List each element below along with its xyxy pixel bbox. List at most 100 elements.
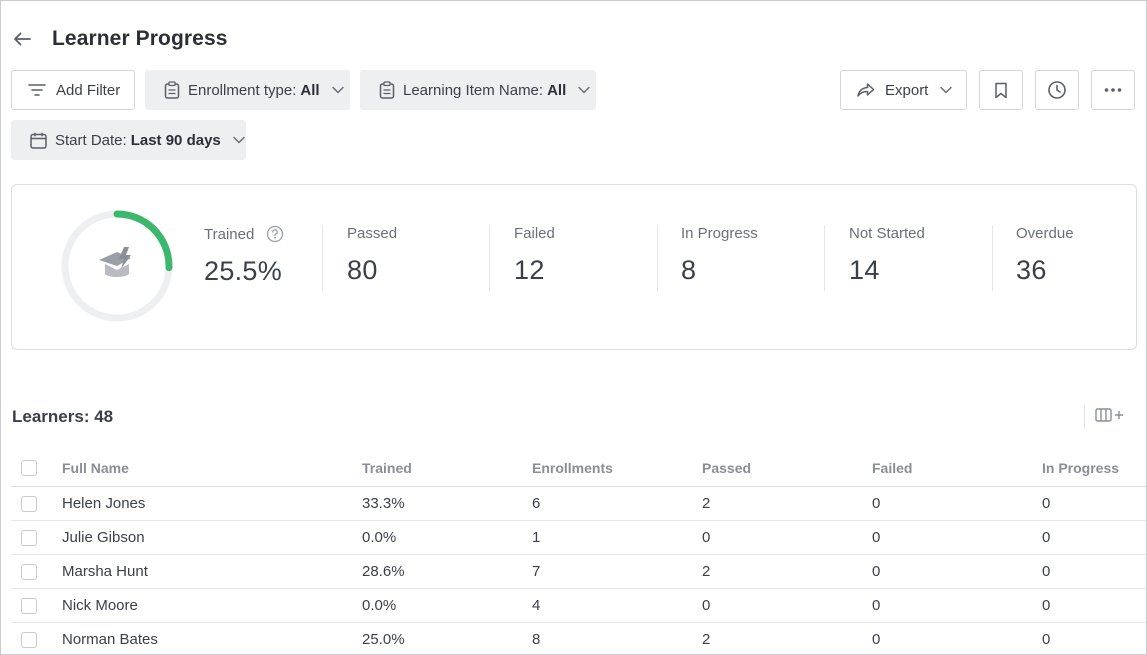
- stat-divider: [992, 225, 993, 291]
- cell-failed: 0: [872, 631, 881, 648]
- stat-divider: [824, 225, 825, 291]
- cell-failed: 0: [872, 529, 881, 546]
- column-header-failed[interactable]: Failed: [872, 459, 913, 476]
- graduation-cap-icon: [95, 244, 139, 293]
- cell-full-name[interactable]: Helen Jones: [62, 495, 146, 512]
- stat-passed: Passed 80: [347, 225, 397, 291]
- chevron-down-icon: [331, 86, 344, 94]
- stat-label: In Progress: [681, 225, 758, 242]
- cell-failed: 0: [872, 563, 881, 580]
- cell-passed: 2: [702, 563, 711, 580]
- stat-in-progress: In Progress 8: [681, 225, 758, 291]
- cell-in-progress: 0: [1042, 495, 1051, 512]
- column-header-trained[interactable]: Trained: [362, 459, 412, 476]
- cell-enrollments: 4: [532, 597, 541, 614]
- row-checkbox[interactable]: [21, 631, 37, 648]
- start-date-label: Start Date:: [55, 131, 127, 149]
- summary-card: Trained 25.5% Passed 80 Failed 12 In Progress 8…: [11, 184, 1137, 350]
- add-filter-label: Add Filter: [56, 81, 121, 99]
- page-header: Learner Progress: [11, 25, 228, 53]
- column-header-enrollments[interactable]: Enrollments: [532, 459, 613, 476]
- cell-trained: 0.0%: [362, 597, 397, 614]
- share-arrow-icon: [857, 82, 875, 98]
- trained-progress-ring: [60, 209, 174, 323]
- export-button[interactable]: Export: [840, 70, 967, 110]
- cell-full-name[interactable]: Nick Moore: [62, 597, 138, 614]
- clipboard-icon: [164, 81, 180, 99]
- history-button[interactable]: [1035, 70, 1079, 110]
- stat-divider: [489, 225, 490, 291]
- learners-count-title: Learners: 48: [12, 407, 114, 426]
- cell-failed: 0: [872, 495, 881, 512]
- clipboard-icon: [379, 81, 395, 99]
- page-title: Learner Progress: [52, 27, 228, 50]
- row-checkbox[interactable]: [21, 563, 37, 580]
- stat-label: Not Started: [849, 225, 925, 242]
- chevron-down-icon: [233, 136, 245, 144]
- stat-label: Passed: [347, 225, 398, 242]
- learners-table: Full Name Trained Enrollments Passed Failed I…: [11, 449, 1146, 654]
- row-checkbox[interactable]: [21, 597, 37, 614]
- learning-item-value: All: [547, 81, 567, 99]
- cell-trained: 25.0%: [362, 631, 405, 648]
- more-options-button[interactable]: [1091, 70, 1135, 110]
- column-header-in-progress[interactable]: In Progress: [1042, 459, 1120, 476]
- more-dots-icon: [1104, 88, 1122, 92]
- enrollment-type-filter[interactable]: Enrollment type: All: [145, 70, 350, 110]
- cell-in-progress: 0: [1042, 563, 1051, 580]
- cell-trained: 28.6%: [362, 563, 405, 580]
- stat-value: 14: [849, 255, 880, 285]
- help-circle-icon[interactable]: [266, 225, 284, 243]
- row-select-cell: [21, 555, 37, 588]
- cell-in-progress: 0: [1042, 631, 1051, 648]
- table-row[interactable]: Nick Moore 0.0% 4 0 0 0: [11, 589, 1146, 623]
- learning-item-filter[interactable]: Learning Item Name: All: [360, 70, 596, 110]
- cell-full-name[interactable]: Julie Gibson: [62, 529, 145, 546]
- table-row[interactable]: Norman Bates 25.0% 8 2 0 0: [11, 623, 1146, 654]
- start-date-value: Last 90 days: [130, 131, 221, 149]
- stat-value: 80: [347, 255, 378, 285]
- stat-label: Failed: [514, 225, 555, 242]
- cell-enrollments: 1: [532, 529, 541, 546]
- bookmark-icon: [994, 82, 1008, 99]
- cell-enrollments: 7: [532, 563, 541, 580]
- row-select-cell: [21, 623, 37, 654]
- add-filter-button[interactable]: Add Filter: [11, 70, 135, 110]
- enrollment-type-value: All: [300, 81, 320, 99]
- stat-not-started: Not Started 14: [849, 225, 925, 291]
- stat-failed: Failed 12: [514, 225, 555, 291]
- column-settings-button[interactable]: [1084, 405, 1128, 429]
- export-label: Export: [885, 81, 929, 99]
- back-arrow-icon[interactable]: [11, 28, 33, 50]
- stat-value: 36: [1016, 255, 1047, 285]
- row-checkbox[interactable]: [21, 529, 37, 546]
- table-row[interactable]: Julie Gibson 0.0% 1 0 0 0: [11, 521, 1146, 555]
- cell-enrollments: 8: [532, 631, 541, 648]
- select-all-cell: [21, 449, 37, 486]
- table-row[interactable]: Helen Jones 33.3% 6 2 0 0: [11, 487, 1146, 521]
- chevron-down-icon: [578, 86, 590, 94]
- bookmark-button[interactable]: [979, 70, 1023, 110]
- cell-full-name[interactable]: Norman Bates: [62, 631, 158, 648]
- column-header-full-name[interactable]: Full Name: [62, 459, 129, 476]
- stat-value: 12: [514, 255, 545, 285]
- select-all-checkbox[interactable]: [21, 459, 37, 476]
- cell-full-name[interactable]: Marsha Hunt: [62, 563, 148, 580]
- row-checkbox[interactable]: [21, 495, 37, 512]
- columns-add-icon: [1095, 407, 1125, 428]
- table-header-row: Full Name Trained Enrollments Passed Failed I…: [11, 449, 1146, 487]
- cell-trained: 33.3%: [362, 495, 405, 512]
- table-row[interactable]: Marsha Hunt 28.6% 7 2 0 0: [11, 555, 1146, 589]
- row-select-cell: [21, 589, 37, 622]
- stat-divider: [657, 225, 658, 291]
- start-date-filter[interactable]: Start Date: Last 90 days: [11, 120, 246, 160]
- learning-item-label: Learning Item Name:: [403, 81, 544, 99]
- chevron-down-icon: [940, 86, 953, 94]
- cell-passed: 2: [702, 631, 711, 648]
- column-header-passed[interactable]: Passed: [702, 459, 752, 476]
- calendar-icon: [30, 132, 47, 149]
- clock-icon: [1047, 80, 1067, 100]
- stat-divider: [322, 225, 323, 291]
- row-select-cell: [21, 487, 37, 520]
- row-select-cell: [21, 521, 37, 554]
